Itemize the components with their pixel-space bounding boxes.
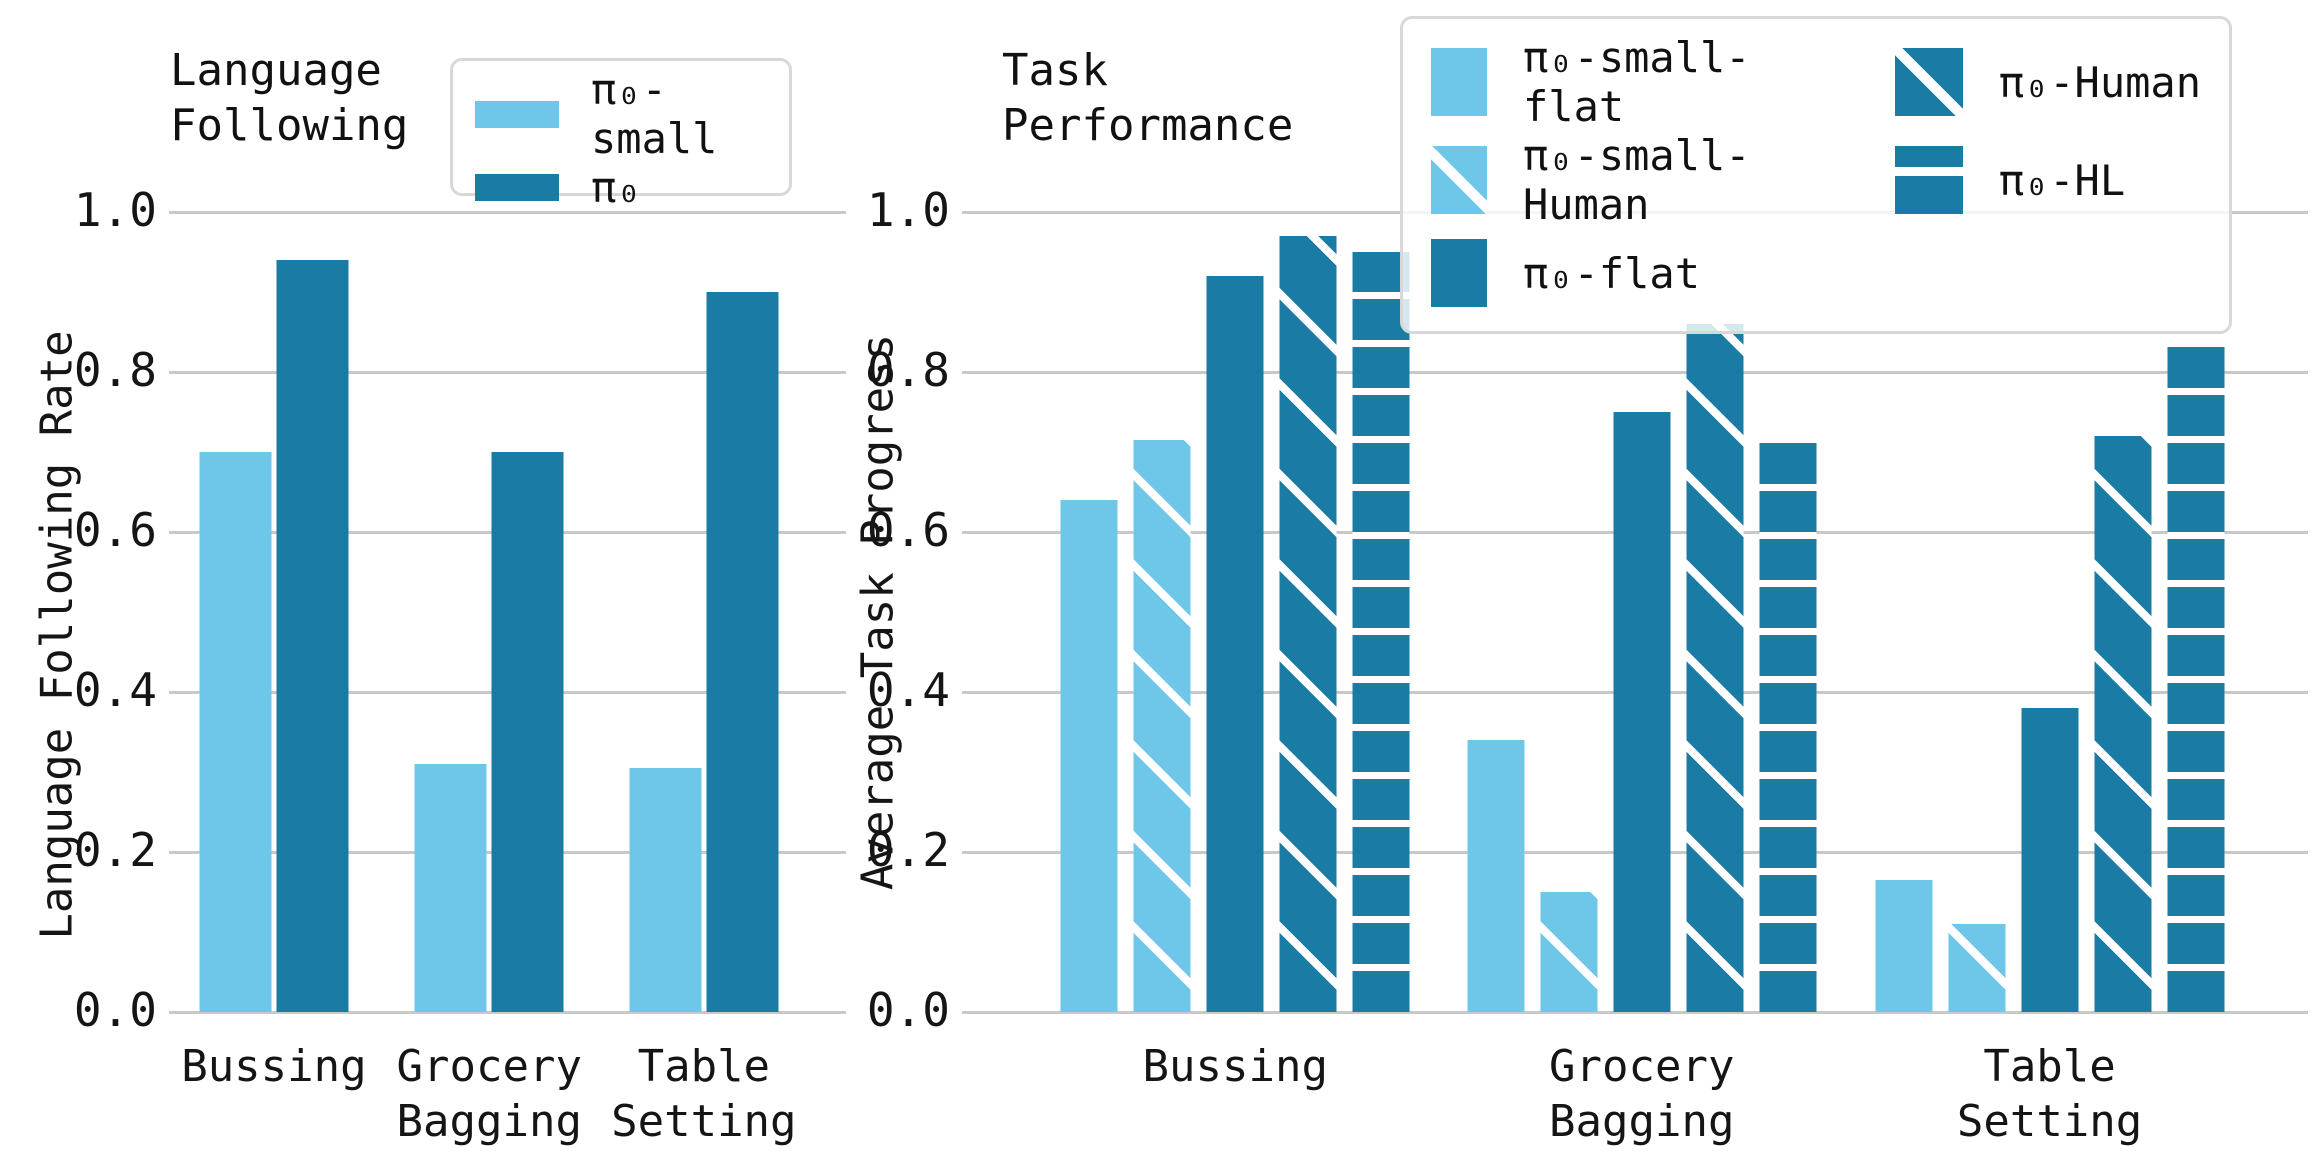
y-tick-label: 1.0 [866,182,950,237]
x-tick-label: Table Setting [611,1041,797,1147]
right-chart-title: Task Performance [1002,45,1294,151]
y-tick-label: 0.4 [866,662,950,717]
bar-group-grocery-bagging [1467,212,1817,1012]
pi0-small-human-swatch-icon [1431,146,1487,214]
right-legend: π₀-small-flat π₀-small-Human π₀-flat π₀-… [1400,16,2232,334]
pi0-human-swatch-icon [1894,48,1963,116]
legend-item: π₀-flat [1431,229,1835,317]
bar-π₀-small-Human-bussing [1133,440,1191,1012]
bar-π₀-small-flat-grocery-bagging [1467,740,1525,1012]
bar-π₀-small-Human-grocery-bagging [1540,892,1598,1012]
bar-group-table-setting [629,212,779,1012]
bar-π₀-bussing [276,260,349,1012]
bar-π₀-HL-bussing [1352,252,1410,1012]
y-tick-label: 0.4 [73,662,157,717]
y-tick-label: 0.8 [73,342,157,397]
y-tick-label: 0.6 [866,502,950,557]
y-tick-label: 1.0 [73,182,157,237]
gridline [962,1010,2308,1014]
bar-π₀-flat-grocery-bagging [1613,412,1671,1012]
gridline [169,1010,846,1014]
pi0-small-flat-swatch-icon [1431,48,1487,116]
legend-item: π₀-HL [1894,131,2201,229]
left-chart-title: Language Following [170,45,409,151]
x-tick-label: Bussing [181,1041,367,1092]
y-tick-label: 0.0 [866,982,950,1037]
bar-π₀-grocery-bagging [491,452,564,1012]
legend-label: π₀-Human [1998,57,2201,107]
x-tick-label: Bussing [1142,1041,1328,1092]
legend-label: π₀-small-flat [1523,33,1751,131]
bar-π₀-Human-grocery-bagging [1686,324,1744,1012]
legend-spacer [1895,229,2201,317]
bar-π₀-HL-table-setting [2167,340,2225,1012]
bar-π₀-flat-bussing [1206,276,1264,1012]
x-tick-label: Grocery Bagging [1549,1041,1735,1147]
bar-group-table-setting [1875,212,2225,1012]
legend-label: π₀-flat [1523,248,1701,298]
bar-group-grocery-bagging [414,212,564,1012]
bar-π₀-small-flat-table-setting [1875,880,1933,1012]
bar-π₀-HL-grocery-bagging [1759,436,1817,1012]
pi0-swatch-icon [475,174,559,201]
legend-item: π₀-small [475,65,767,163]
gridline [169,370,846,374]
right-plot-area: 0.0 0.2 0.4 0.6 0.8 1.0 Bussing Grocery Bagging… [867,183,2308,1147]
x-tick-label: Grocery Bagging [396,1041,582,1147]
legend-label: π₀-HL [1998,155,2126,205]
y-tick-label: 0.0 [73,982,157,1037]
pi0-flat-swatch-icon [1431,239,1487,307]
bar-group-bussing [1060,212,1410,1012]
bar-π₀-small-grocery-bagging [414,764,487,1012]
y-tick-label: 0.6 [73,502,157,557]
bar-π₀-small-Human-table-setting [1948,924,2006,1012]
pi0-small-swatch-icon [475,100,559,128]
left-legend: π₀-small π₀ [450,58,792,212]
gridline [169,210,846,214]
y-tick-label: 0.2 [73,822,157,877]
bar-group-bussing [199,212,349,1012]
right-y-axis-label: Average Task Progress [852,333,904,891]
bar-π₀-small-flat-bussing [1060,500,1118,1012]
y-tick-label: 0.8 [866,342,950,397]
legend-label: π₀-small [591,65,718,163]
legend-item: π₀-Human [1894,33,2201,131]
bar-π₀-Human-bussing [1279,236,1337,1012]
x-tick-label: Table Setting [1956,1041,2143,1147]
bar-π₀-small-bussing [199,452,272,1012]
bar-π₀-Human-table-setting [2094,436,2152,1012]
y-tick-label: 0.2 [866,822,950,877]
left-plot-area: 0.0 0.2 0.4 0.6 0.8 1.0 Bussing Grocery Bagging… [74,183,846,1147]
bar-π₀-small-table-setting [629,768,702,1012]
bar-π₀-table-setting [706,292,779,1012]
legend-label: π₀-small-Human [1523,131,1751,229]
legend-item: π₀-small-flat [1431,33,1835,131]
bar-π₀-flat-table-setting [2021,708,2079,1012]
pi0-hl-swatch-icon [1894,146,1963,214]
legend-item: π₀-small-Human [1431,131,1835,229]
legend-label: π₀ [591,163,642,212]
legend-item: π₀ [475,163,767,212]
gridline [962,370,2308,374]
